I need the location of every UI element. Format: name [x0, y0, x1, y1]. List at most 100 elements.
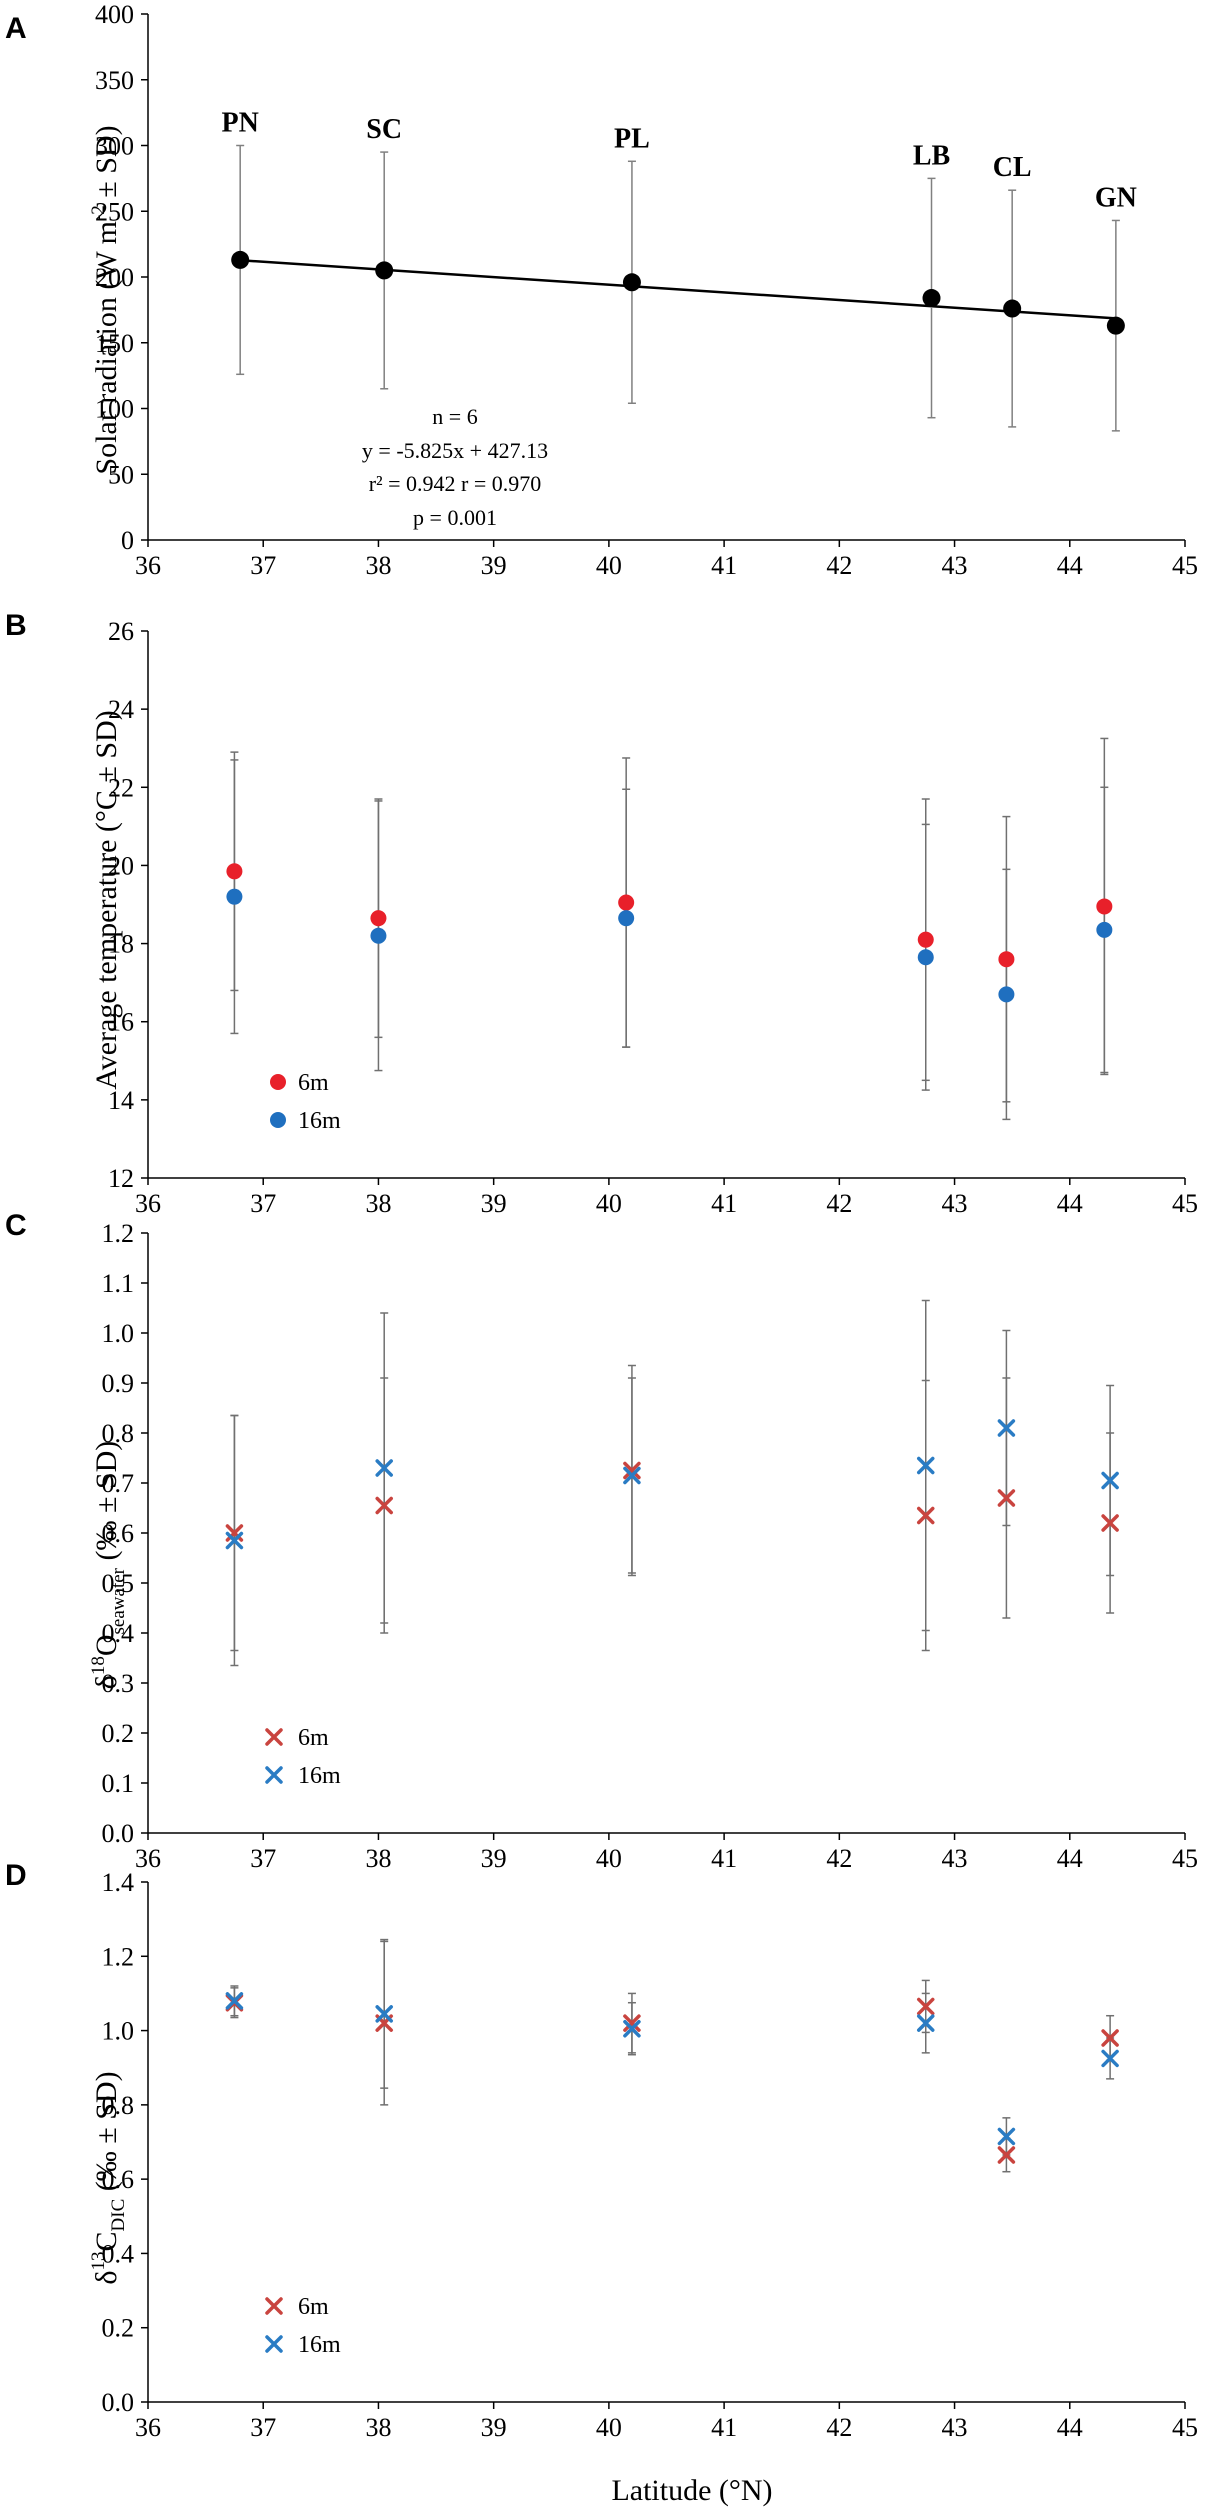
- x-tick-label: 41: [711, 1189, 737, 1218]
- x-tick-label: 40: [596, 1189, 622, 1218]
- panel-b: B Average temperature (°C ± SD): [5, 609, 123, 1090]
- trendline: [240, 258, 1116, 320]
- y-tick-label: 24: [108, 695, 134, 724]
- y-tick-label: 100: [95, 395, 134, 424]
- x-tick-label: 42: [826, 551, 852, 580]
- data-point-6m-stroke-b: [623, 2014, 641, 2032]
- data-point-16m-stroke-b: [917, 2014, 935, 2032]
- data-point-6m-stroke-b: [1101, 1514, 1119, 1532]
- data-point: [622, 273, 641, 292]
- data-point-16m: [375, 1459, 393, 1477]
- panel-a: A Solar radiation (W m-2 ± SD) n = 6 y =…: [5, 12, 548, 530]
- data-point: [231, 250, 250, 269]
- y-tick-label: 0.2: [102, 1719, 135, 1748]
- data-point-6m-stroke-b: [375, 1496, 393, 1515]
- y-tick-label: 26: [108, 617, 134, 646]
- data-point: [1106, 316, 1125, 335]
- y-tick-label: 0.8: [102, 1419, 135, 1448]
- data-point-16m: [1101, 2049, 1119, 2068]
- panel-c-plot: 0.0 0.1 0.2 0.3 0.4 0.5 0.6 0.7 0.8 0.9 1.0 1.1 1.2 3…: [102, 1219, 1199, 1873]
- stats-line-equation: y = -5.825x + 427.13: [362, 438, 548, 463]
- data-point-6m-stroke-b: [917, 1506, 935, 1525]
- x-tick-label: 41: [711, 551, 737, 580]
- site-label: PL: [614, 123, 650, 154]
- panel-label-a: A: [5, 12, 27, 45]
- x-tick-label: 43: [942, 1189, 968, 1218]
- legend-marker-16m-stroke-b: [265, 1766, 283, 1784]
- legend-label-6m: 6m: [298, 1725, 329, 1751]
- data-point-16m: [1096, 921, 1113, 938]
- y-tick-label: 12: [108, 1164, 134, 1193]
- data-point-16m: [370, 927, 387, 944]
- data-point-6m: [917, 1506, 935, 1525]
- x-tick-label: 44: [1057, 551, 1083, 580]
- data-point-16m-stroke-b: [997, 2127, 1016, 2146]
- data-point-6m-stroke-b: [917, 1997, 935, 2016]
- y-tick-label: 0.3: [102, 1669, 135, 1698]
- stats-line-r: r² = 0.942 r = 0.970: [369, 471, 542, 496]
- data-point-6m: [997, 2146, 1016, 2164]
- stats-line-p: p = 0.001: [413, 505, 497, 530]
- legend-marker-6m: [270, 1074, 286, 1090]
- legend-label-16m: 16m: [298, 1108, 341, 1134]
- data-point-16m-stroke-b: [917, 1456, 935, 1475]
- stats-line-n: n = 6: [432, 404, 477, 429]
- y-tick-label: 200: [95, 263, 134, 292]
- x-tick-label: 41: [711, 1844, 737, 1873]
- y-tick-label: 400: [95, 0, 134, 29]
- x-tick-label: 43: [942, 2413, 968, 2442]
- data-point-6m: [375, 1496, 393, 1515]
- data-point: [922, 289, 941, 308]
- panel-label-b: B: [5, 609, 27, 642]
- data-point-16m-stroke-b: [375, 2005, 393, 2023]
- y-tick-label: 0: [121, 526, 134, 555]
- data-point-16m-stroke-b: [997, 1419, 1016, 1437]
- x-tick-label: 36: [135, 2413, 161, 2442]
- y-axis-label-b: Average temperature (°C ± SD): [90, 710, 123, 1089]
- data-point-16m-stroke-b: [623, 2019, 641, 2038]
- y-tick-label: 18: [108, 930, 134, 959]
- x-tick-label: 39: [481, 2413, 507, 2442]
- site-label: CL: [993, 152, 1032, 183]
- legend-label-6m: 6m: [298, 1070, 329, 1096]
- x-tick-label: 44: [1057, 2413, 1083, 2442]
- x-tick-label: 45: [1172, 551, 1198, 580]
- panel-c: C δ18Oseawater (‰ ± SD): [5, 1209, 129, 1689]
- x-tick-label: 42: [826, 1844, 852, 1873]
- y-tick-label: 1.2: [102, 1219, 135, 1248]
- y-tick-label: 1.0: [102, 1319, 135, 1348]
- y-tick-label: 0.6: [102, 2165, 135, 2194]
- x-tick-label: 41: [711, 2413, 737, 2442]
- data-point-16m-stroke-b: [623, 1466, 641, 1485]
- y-tick-label: 0.0: [102, 2388, 135, 2417]
- y-tick-label: 300: [95, 132, 134, 161]
- y-tick-label: 0.2: [102, 2314, 135, 2343]
- x-tick-label: 39: [481, 1189, 507, 1218]
- x-tick-label: 42: [826, 2413, 852, 2442]
- x-axis-label: Latitude (°N): [611, 2474, 772, 2507]
- data-point-6m: [618, 894, 635, 911]
- legend-marker-6m: [265, 2297, 283, 2315]
- data-point-6m: [226, 863, 243, 880]
- x-tick-label: 45: [1172, 2413, 1198, 2442]
- data-point-6m: [1101, 2029, 1119, 2047]
- x-tick-label: 38: [365, 1189, 391, 1218]
- y-tick-label: 150: [95, 329, 134, 358]
- x-tick-label: 40: [596, 551, 622, 580]
- y-tick-label: 0.6: [102, 1519, 135, 1548]
- y-tick-label: 16: [108, 1008, 134, 1037]
- legend-marker-16m-stroke-b: [265, 2335, 283, 2353]
- x-tick-label: 40: [596, 2413, 622, 2442]
- y-tick-label: 0.7: [102, 1469, 135, 1498]
- panel-a-plot: 0 50 100 150 200 250 300 350 400 36 37 38 39 40 41 42 43…: [95, 0, 1198, 580]
- y-axis-label-a: Solar radiation (W m-2 ± SD): [88, 125, 123, 474]
- x-tick-label: 45: [1172, 1189, 1198, 1218]
- x-tick-label: 43: [942, 551, 968, 580]
- site-label: LB: [913, 140, 950, 171]
- y-axis-label-d: δ13CDIC (‰ ± SD): [88, 2071, 129, 2284]
- y-tick-label: 0.8: [102, 2091, 135, 2120]
- data-point-6m-stroke-b: [997, 1489, 1016, 1507]
- x-tick-label: 37: [250, 551, 276, 580]
- y-tick-label: 1.0: [102, 2017, 135, 2046]
